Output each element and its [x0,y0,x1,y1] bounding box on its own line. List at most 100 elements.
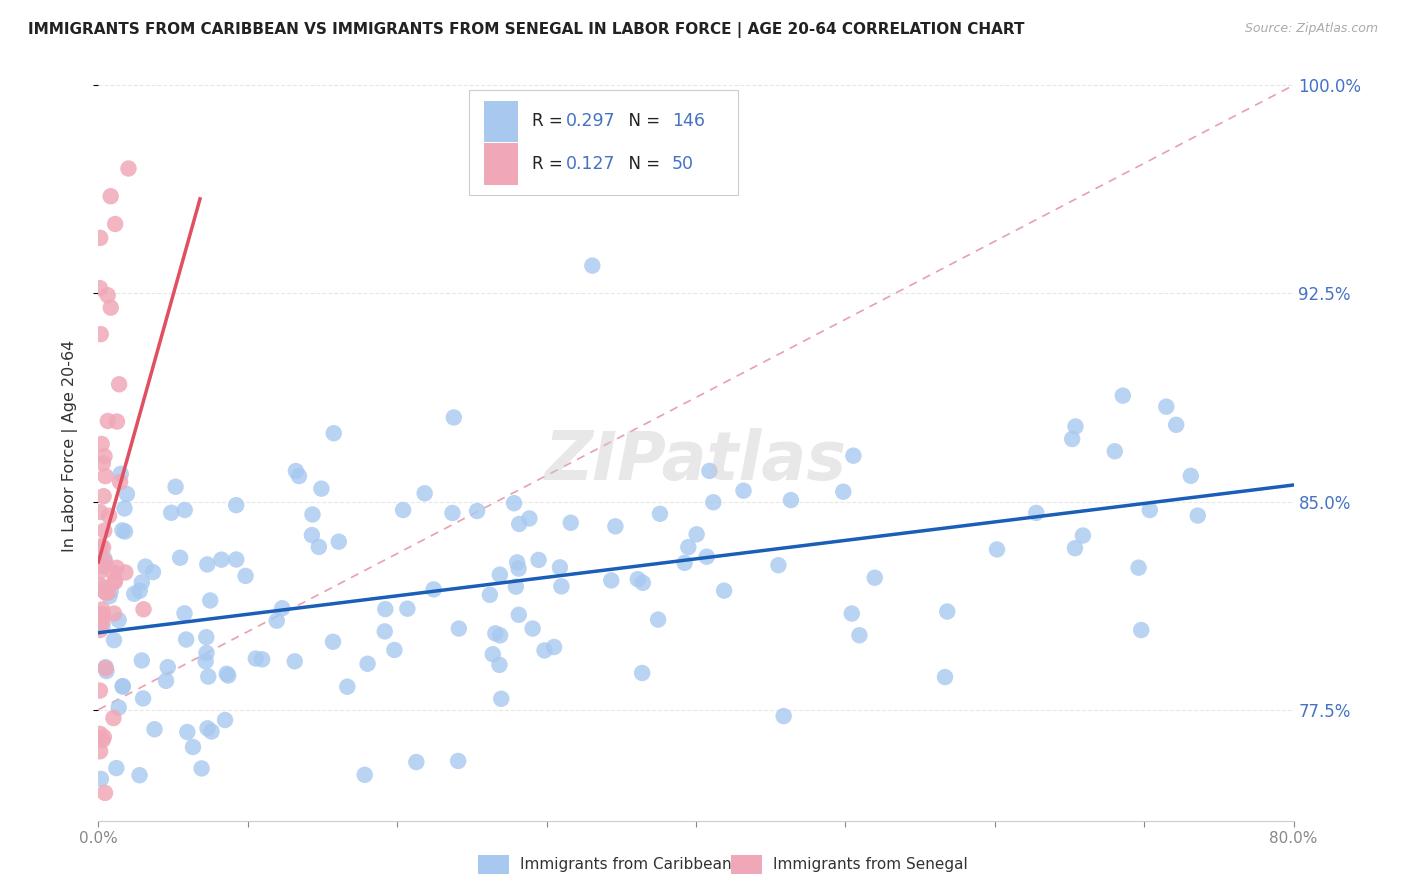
Bar [485,101,517,142]
Point [447,754,470,768]
Point [200,593,222,607]
Point [863,571,886,585]
Point [308,540,330,554]
Point [1166,417,1188,432]
Point [100,189,122,203]
Point [356,657,378,671]
Point [107,700,129,714]
Point [94,584,117,599]
Point [103,711,125,725]
Point [91,733,114,747]
Point [322,634,344,648]
Point [548,560,571,574]
Point [1062,432,1084,446]
Point [105,761,128,775]
Point [832,484,855,499]
Point [195,646,218,660]
Point [197,669,219,683]
Point [110,467,132,481]
Text: ZIPatlas: ZIPatlas [546,428,846,494]
Text: R =: R = [533,112,568,130]
Point [225,552,247,566]
Point [481,647,503,661]
Point [134,559,156,574]
Point [195,558,218,572]
Point [131,653,153,667]
Point [211,552,233,566]
Point [301,508,323,522]
Point [702,495,724,509]
Point [90,579,112,593]
Point [114,566,136,580]
Point [780,493,803,508]
Point [1156,400,1178,414]
Point [114,524,136,539]
Point [336,680,359,694]
Point [91,608,114,623]
Point [560,516,582,530]
Point [841,607,863,621]
Point [288,469,311,483]
Point [413,486,436,500]
Point [93,730,115,744]
Text: 50: 50 [672,155,695,173]
Point [114,501,136,516]
Point [503,496,526,510]
Point [111,679,134,693]
Point [685,527,707,541]
Point [581,259,603,273]
Point [89,539,111,553]
Point [94,661,117,675]
Point [465,504,488,518]
Point [322,426,344,441]
Point [605,519,627,533]
Point [508,516,530,531]
Point [155,673,177,688]
Point [245,651,267,665]
Point [200,724,222,739]
Y-axis label: In Labor Force | Age 20-64: In Labor Force | Age 20-64 [62,340,77,552]
Point [266,614,288,628]
Point [648,507,671,521]
Point [89,231,111,245]
Point [374,602,396,616]
Point [508,561,530,575]
Point [93,581,115,595]
Point [441,506,464,520]
Point [91,559,114,574]
Point [165,480,187,494]
Text: 146: 146 [672,112,704,130]
Point [384,643,406,657]
Point [443,410,465,425]
Point [215,666,238,681]
Point [91,541,114,555]
Point [631,575,654,590]
Point [176,725,198,739]
Point [89,744,111,758]
Text: N =: N = [619,155,665,173]
Point [550,579,572,593]
Point [173,607,195,621]
Point [181,739,204,754]
Point [225,498,247,512]
Point [506,555,529,569]
Point [311,482,333,496]
Point [1064,541,1087,556]
Point [284,464,307,478]
Point [131,575,153,590]
Point [772,709,794,723]
Point [104,573,127,587]
Point [768,558,790,573]
Text: 0.297: 0.297 [565,112,616,130]
Point [105,561,128,575]
Point [122,587,145,601]
Point [934,670,956,684]
Point [1187,508,1209,523]
Point [132,691,155,706]
Point [447,622,470,636]
Point [90,327,112,342]
Point [89,623,111,637]
Point [89,614,111,628]
Point [156,660,179,674]
Point [105,415,128,429]
